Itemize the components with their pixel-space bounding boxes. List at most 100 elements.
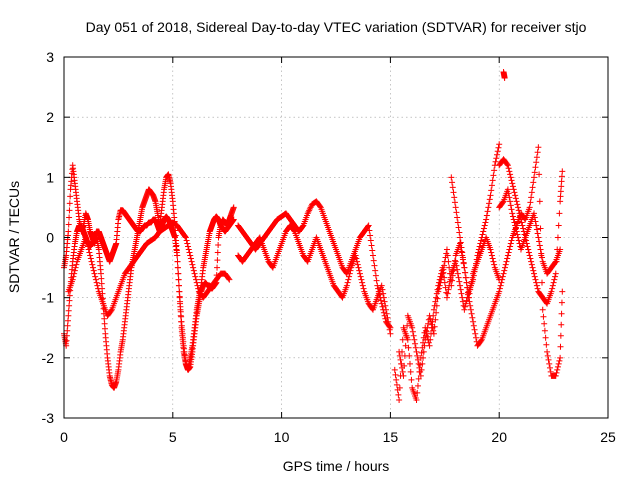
data-point: [519, 222, 526, 229]
data-point: [367, 232, 374, 239]
data-point: [515, 204, 522, 211]
y-tick-labels: -3 -2 -1 0 1 2 3: [42, 49, 55, 426]
data-point: [176, 288, 183, 295]
data-point: [533, 279, 540, 286]
data-point: [84, 243, 91, 250]
data-point: [64, 317, 71, 324]
data-point: [462, 303, 469, 310]
data-point: [435, 288, 442, 295]
data-point: [450, 267, 457, 274]
data-point: [174, 264, 181, 271]
data-point: [547, 368, 554, 375]
data-point: [177, 300, 184, 307]
data-point: [516, 210, 523, 217]
data-point: [528, 189, 535, 196]
data-point: [356, 270, 363, 277]
data-point: [453, 209, 460, 216]
data-point: [433, 309, 440, 316]
data-point: [558, 183, 565, 190]
data-point: [413, 348, 420, 355]
data-point: [486, 196, 493, 203]
data-point: [401, 362, 408, 369]
data-point: [517, 213, 524, 220]
data-point: [487, 192, 494, 199]
data-point: [559, 168, 566, 175]
x-tick-label: 10: [274, 429, 290, 445]
data-point: [457, 239, 464, 246]
data-point: [395, 391, 402, 398]
data-point: [543, 299, 550, 306]
data-point: [183, 237, 190, 244]
data-point: [512, 222, 519, 229]
data-point: [552, 372, 559, 379]
data-point: [86, 249, 93, 256]
data-point: [355, 264, 362, 271]
data-point: [370, 257, 377, 264]
data-point: [65, 221, 72, 228]
data-point: [444, 252, 451, 259]
data-point: [83, 237, 90, 244]
data-point: [526, 204, 533, 211]
data-point: [432, 316, 439, 323]
data-point: [483, 216, 490, 223]
data-point: [433, 294, 440, 301]
data-point: [353, 255, 360, 262]
data-point: [369, 247, 376, 254]
data-point: [534, 230, 541, 237]
data-point: [392, 371, 399, 378]
data-point: [509, 210, 516, 217]
data-point: [515, 207, 522, 214]
y-tick-label: 0: [46, 230, 54, 246]
data-point: [303, 257, 310, 264]
data-point: [509, 213, 516, 220]
data-point: [256, 235, 263, 242]
data-point: [403, 332, 410, 339]
data-point: [557, 188, 564, 195]
data-point: [381, 298, 388, 305]
data-point: [190, 267, 197, 274]
series-C: [65, 219, 233, 319]
data-point: [85, 246, 92, 253]
data-point: [501, 75, 508, 82]
data-point: [419, 360, 426, 367]
data-point: [410, 332, 417, 339]
data-point: [513, 228, 520, 235]
data-point: [344, 279, 351, 286]
data-point: [449, 179, 456, 186]
data-point: [537, 225, 544, 232]
data-point: [488, 182, 495, 189]
data-point: [469, 274, 476, 281]
data-point: [540, 313, 547, 320]
data-point: [177, 306, 184, 313]
data-point: [511, 219, 518, 226]
data-point: [193, 276, 200, 283]
data-point: [417, 372, 424, 379]
data-point: [531, 210, 538, 217]
data-point: [380, 309, 387, 316]
data-point: [554, 363, 561, 370]
data-point: [64, 322, 71, 329]
data-point: [471, 326, 478, 333]
data-point: [66, 302, 73, 309]
data-point: [518, 219, 525, 226]
data-point: [460, 259, 467, 266]
data-point: [488, 249, 495, 256]
data-point: [65, 228, 72, 235]
data-point: [507, 240, 514, 247]
data-point: [546, 360, 553, 367]
data-point: [65, 312, 72, 319]
data-point: [373, 277, 380, 284]
data-point: [413, 396, 420, 403]
data-point: [396, 348, 403, 355]
data-point: [345, 276, 352, 283]
data-point: [182, 234, 189, 241]
data-point: [93, 279, 100, 286]
data-point: [497, 282, 504, 289]
data-point: [214, 264, 221, 271]
data-point: [192, 273, 199, 280]
data-point: [380, 294, 387, 301]
data-point: [488, 187, 495, 194]
data-point: [414, 352, 421, 359]
data-point: [524, 243, 531, 250]
data-point: [506, 246, 513, 253]
